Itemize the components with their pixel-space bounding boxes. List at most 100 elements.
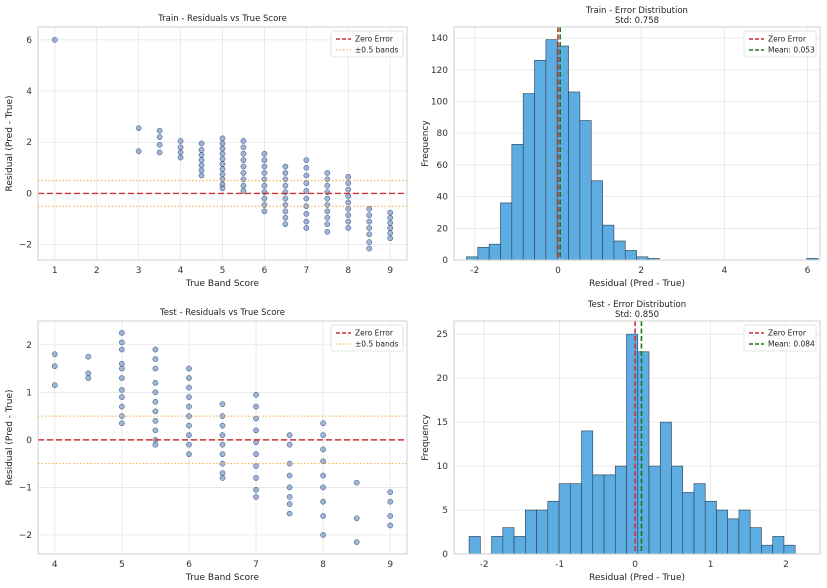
legend-label: Mean: 0.084 xyxy=(768,340,815,349)
chart-title: Train - Residuals vs True Score xyxy=(157,14,287,24)
scatter-point xyxy=(345,180,352,187)
y-axis-label: Residual (Pred - True) xyxy=(5,96,15,192)
x-tick-label: 7 xyxy=(303,266,309,276)
x-tick-label: 5 xyxy=(220,266,226,276)
scatter-point xyxy=(177,144,184,151)
x-tick-label: -2 xyxy=(470,266,479,276)
axes-frame xyxy=(37,26,408,261)
y-tick-label: 120 xyxy=(431,66,448,76)
scatter-point xyxy=(345,225,352,231)
scatter-point xyxy=(240,176,247,183)
scatter-point xyxy=(85,375,92,381)
histogram-bar xyxy=(568,91,581,261)
scatter-point xyxy=(286,501,293,507)
scatter-point xyxy=(186,365,192,372)
y-tick-label: 140 xyxy=(431,34,448,44)
scatter-point xyxy=(324,228,331,235)
scatter-point xyxy=(282,195,289,202)
axes-frame xyxy=(453,26,821,261)
scatter-point xyxy=(345,212,352,219)
scatter-point xyxy=(253,415,259,422)
histogram-bar xyxy=(738,509,751,555)
scatter-point xyxy=(177,149,184,156)
scatter-point xyxy=(345,199,352,206)
scatter-point xyxy=(282,176,289,183)
x-axis-label: Residual (Pred - True) xyxy=(589,573,685,583)
y-tick-label: 10 xyxy=(437,462,449,472)
scatter-point xyxy=(253,403,259,410)
scatter-point xyxy=(387,522,394,529)
scatter-point xyxy=(324,202,331,208)
histogram-bar xyxy=(592,474,605,555)
scatter-point xyxy=(286,484,293,491)
scatter-point xyxy=(353,539,360,545)
y-tick-label: 4 xyxy=(26,87,32,97)
scatter-point xyxy=(177,138,184,144)
scatter-point xyxy=(324,195,331,202)
scatter-point xyxy=(387,225,394,231)
scatter-point xyxy=(387,220,394,226)
scatter-point xyxy=(219,422,226,429)
legend-label: Zero Error xyxy=(768,329,807,338)
scatter-point xyxy=(324,221,331,228)
x-tick-label: 6 xyxy=(262,266,268,276)
scatter-point xyxy=(152,398,159,405)
scatter-point xyxy=(186,384,192,391)
histogram-bar xyxy=(547,500,560,555)
y-tick-label: 20 xyxy=(437,374,449,384)
scatter-point xyxy=(152,418,159,424)
scatter-point xyxy=(286,472,293,479)
y-tick-label: −1 xyxy=(19,483,32,493)
scatter-point xyxy=(387,498,394,505)
scatter-point xyxy=(366,225,373,231)
legend-box xyxy=(330,30,404,58)
scatter-point xyxy=(240,150,247,157)
scatter-point xyxy=(240,188,247,194)
y-tick-label: 80 xyxy=(437,129,449,139)
scatter-point xyxy=(282,202,289,208)
scatter-point xyxy=(219,150,226,157)
scatter-point xyxy=(286,510,293,517)
x-tick-label: 8 xyxy=(320,560,326,570)
scatter-point xyxy=(177,154,184,161)
histogram-bar xyxy=(513,536,526,555)
scatter-point xyxy=(219,185,226,192)
x-axis-label: True Band Score xyxy=(185,573,260,583)
histogram-bar xyxy=(500,202,513,261)
chart-subtitle: Std: 0.850 xyxy=(615,310,659,320)
scatter-point xyxy=(119,394,125,400)
scatter-point xyxy=(219,441,226,448)
scatter-point xyxy=(219,451,226,457)
scatter-point xyxy=(119,413,125,419)
histogram-bar xyxy=(590,180,603,261)
scatter-point xyxy=(303,225,310,231)
scatter-point xyxy=(198,152,205,158)
scatter-point xyxy=(261,150,268,157)
y-tick-label: 0 xyxy=(442,550,448,560)
histogram-bar xyxy=(556,45,569,261)
histogram-bar xyxy=(525,509,537,555)
y-tick-label: 6 xyxy=(26,36,32,46)
scatter-point xyxy=(261,176,268,183)
histogram-bar xyxy=(545,39,558,261)
scatter-point xyxy=(320,513,326,519)
scatter-point xyxy=(253,475,259,481)
scatter-point xyxy=(219,401,226,408)
scatter-point xyxy=(387,489,394,496)
legend: Zero Error Mean: 0.084 xyxy=(743,324,817,352)
scatter-point xyxy=(186,432,192,438)
scatter-point xyxy=(387,235,394,242)
scatter-point xyxy=(353,515,360,522)
scatter-point xyxy=(261,208,268,215)
scatter-point xyxy=(345,186,352,193)
x-tick-label: 1 xyxy=(708,560,714,570)
scatter-point xyxy=(198,167,205,174)
scatter-point xyxy=(387,513,394,519)
x-tick-label: 6 xyxy=(805,266,811,276)
y-tick-label: 0 xyxy=(26,436,32,446)
histogram-bar xyxy=(624,250,637,261)
scatter-point xyxy=(366,218,373,225)
legend-label: Zero Error xyxy=(355,329,394,338)
